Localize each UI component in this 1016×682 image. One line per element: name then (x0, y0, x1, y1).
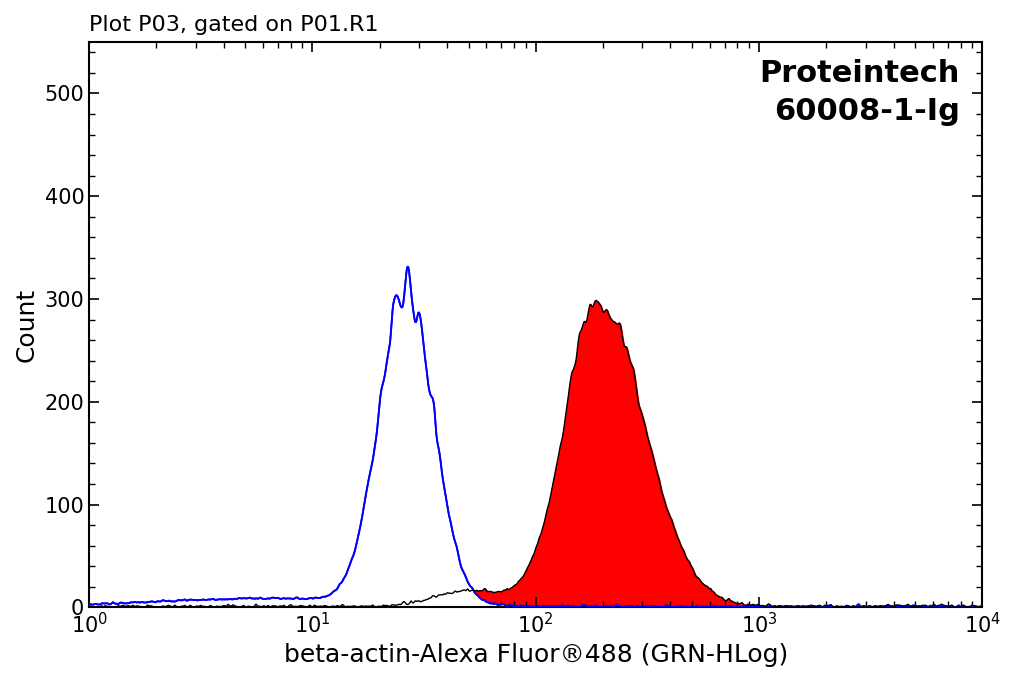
X-axis label: beta-actin-Alexa Fluor®488 (GRN-HLog): beta-actin-Alexa Fluor®488 (GRN-HLog) (283, 643, 788, 667)
Text: Proteintech
60008-1-Ig: Proteintech 60008-1-Ig (760, 59, 960, 126)
Y-axis label: Count: Count (15, 288, 39, 362)
Text: Plot P03, gated on P01.R1: Plot P03, gated on P01.R1 (89, 15, 379, 35)
